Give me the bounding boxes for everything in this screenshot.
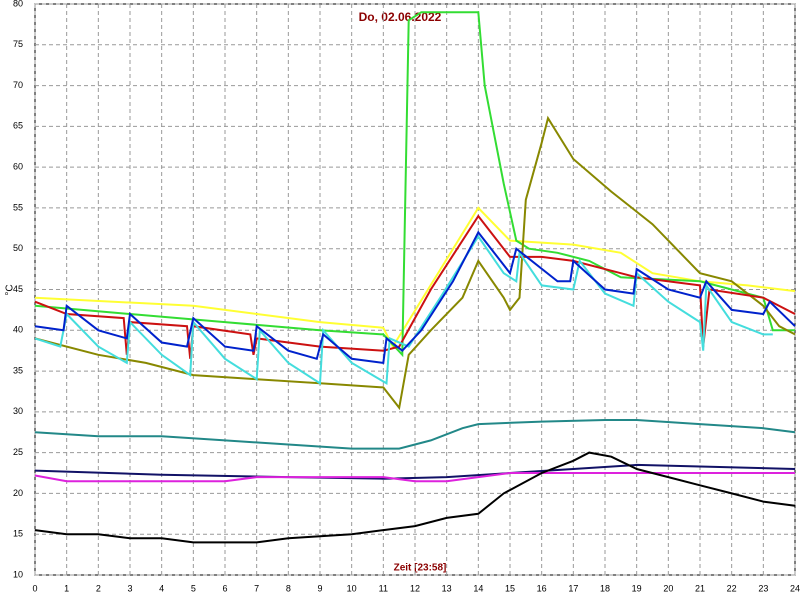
- series-line: [34, 11, 795, 358]
- y-tick-label: 70: [13, 80, 23, 90]
- y-axis-label: °C: [5, 284, 16, 295]
- x-tick-label: 17: [568, 583, 578, 593]
- series-line: [34, 419, 796, 450]
- x-tick-label: 12: [410, 583, 420, 593]
- y-tick-label: 20: [13, 488, 23, 498]
- x-tick-label: 0: [32, 583, 37, 593]
- y-tick-label: 60: [13, 162, 23, 172]
- x-tick-label: 6: [222, 583, 227, 593]
- x-tick-label: 8: [286, 583, 291, 593]
- chart-title: Do, 02.06.2022: [359, 10, 442, 24]
- x-tick-label: 22: [727, 583, 737, 593]
- x-tick-label: 5: [191, 583, 196, 593]
- y-tick-label: 80: [13, 0, 23, 8]
- x-tick-label: 15: [505, 583, 515, 593]
- x-tick-label: 20: [663, 583, 673, 593]
- y-tick-label: 50: [13, 243, 23, 253]
- x-tick-label: 24: [790, 583, 800, 593]
- y-tick-label: 55: [13, 202, 23, 212]
- series-line: [34, 463, 796, 480]
- x-tick-label: 14: [473, 583, 483, 593]
- series-line: [34, 234, 773, 386]
- y-tick-label: 10: [13, 569, 23, 579]
- x-tick-label: 10: [347, 583, 357, 593]
- y-tick-label: 25: [13, 447, 23, 457]
- x-tick-label: 3: [127, 583, 132, 593]
- x-tick-label: 9: [317, 583, 322, 593]
- x-tick-label: 11: [379, 583, 388, 593]
- y-tick-label: 65: [13, 121, 23, 131]
- y-tick-label: 15: [13, 529, 23, 539]
- x-tick-label: 18: [600, 583, 610, 593]
- x-tick-label: 7: [254, 583, 259, 593]
- x-tick-label: 21: [695, 583, 705, 593]
- y-tick-label: 40: [13, 325, 23, 335]
- x-tick-label: 16: [537, 583, 547, 593]
- series-line: [34, 451, 796, 544]
- x-tick-label: 1: [64, 583, 69, 593]
- y-tick-label: 30: [13, 406, 23, 416]
- series-line: [34, 230, 796, 365]
- x-tick-label: 23: [758, 583, 768, 593]
- x-tick-label: 2: [96, 583, 101, 593]
- y-tick-label: 35: [13, 365, 23, 375]
- x-tick-label: 19: [632, 583, 642, 593]
- x-tick-label: 4: [159, 583, 164, 593]
- y-tick-label: 45: [13, 284, 23, 294]
- series-line: [34, 115, 796, 411]
- y-tick-label: 75: [13, 39, 23, 49]
- x-axis-label: Zeit [23:58]: [394, 563, 447, 574]
- x-tick-label: 13: [442, 583, 452, 593]
